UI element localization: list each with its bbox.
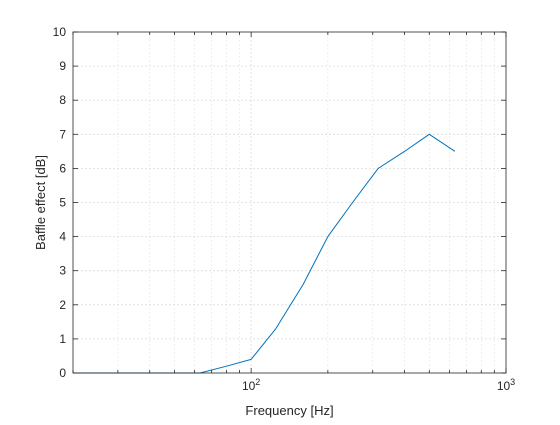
- y-tick-label: 10: [53, 25, 67, 39]
- y-tick-labels: 0 1 2 3 4 5 6 7 8 9 10: [53, 25, 67, 380]
- y-tick-label: 2: [59, 298, 66, 312]
- y-axis-label: Baffle effect [dB]: [33, 155, 48, 250]
- y-tick-label: 3: [59, 264, 66, 278]
- y-tick-label: 9: [59, 59, 66, 73]
- y-tick-label: 7: [59, 127, 66, 141]
- y-tick-label: 4: [59, 230, 66, 244]
- y-tick-label: 6: [59, 161, 66, 175]
- x-tick-label: 103: [497, 377, 515, 393]
- y-tick-label: 5: [59, 196, 66, 210]
- x-tick-label: 102: [242, 377, 260, 393]
- x-axis-label: Frequency [Hz]: [245, 403, 333, 418]
- x-tick-labels: 102 103: [242, 377, 515, 393]
- y-tick-label: 1: [59, 332, 66, 346]
- y-tick-label: 8: [59, 93, 66, 107]
- y-tick-label: 0: [59, 366, 66, 380]
